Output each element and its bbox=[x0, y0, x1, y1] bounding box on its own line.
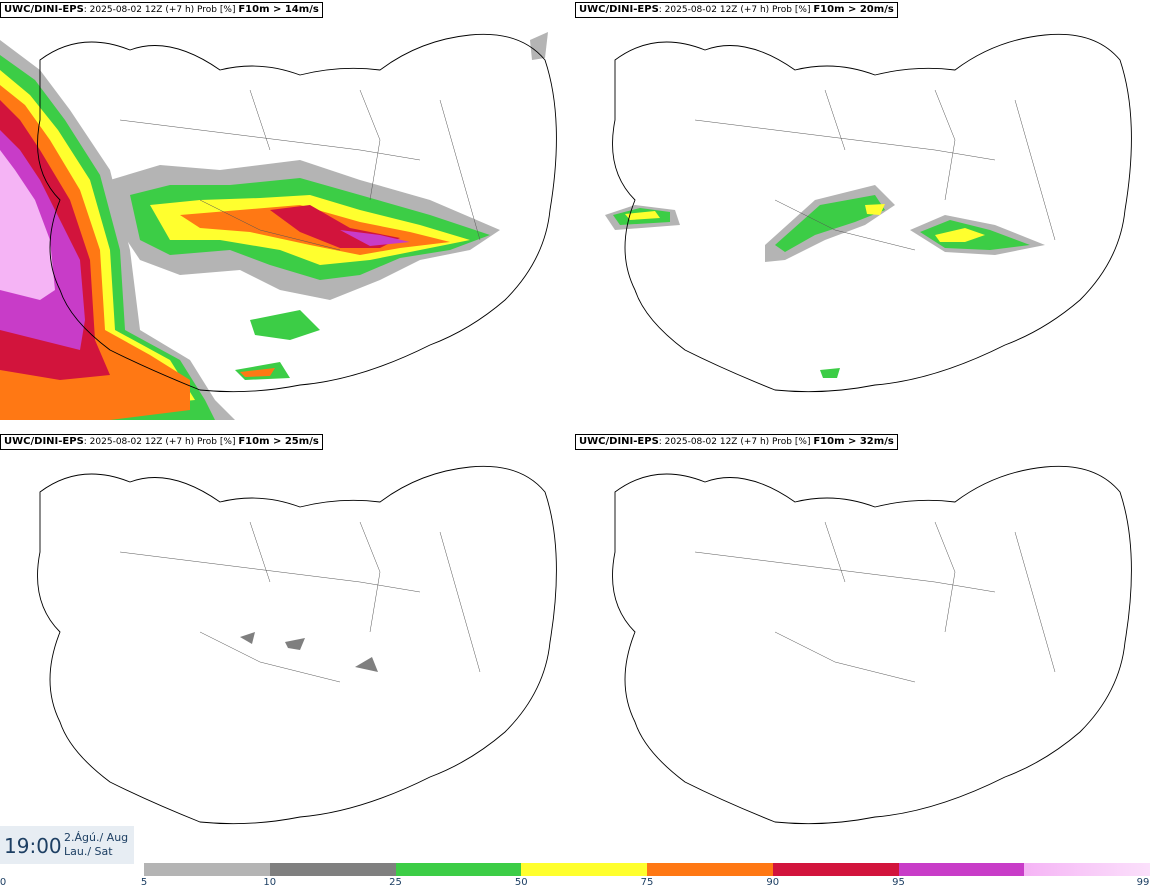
valid-time-box: 19:00 2.Ágú./ Aug Lau./ Sat bbox=[0, 826, 134, 864]
probability-map bbox=[0, 32, 557, 420]
colorbar-tick-label: 99 bbox=[1136, 877, 1150, 888]
colorbar-segment bbox=[1024, 863, 1150, 876]
colorbar-tick-label: 0 bbox=[0, 877, 7, 888]
valid-date: 2.Ágú./ Aug Lau./ Sat bbox=[64, 831, 128, 859]
panel-header: UWC/DINI-EPS: 2025-08-02 12Z (+7 h) Prob… bbox=[0, 2, 323, 18]
colorbar-segment bbox=[898, 863, 1025, 876]
colorbar-segment bbox=[521, 863, 647, 876]
colorbar-segment bbox=[647, 863, 773, 876]
probability-map bbox=[37, 465, 557, 825]
colorbar-tick-label: 90 bbox=[766, 877, 780, 888]
colorbar-tick-label: 5 bbox=[140, 877, 148, 888]
panel-header: UWC/DINI-EPS: 2025-08-02 12Z (+7 h) Prob… bbox=[0, 434, 323, 450]
map-panel-32ms: UWC/DINI-EPS: 2025-08-02 12Z (+7 h) Prob… bbox=[575, 432, 1150, 862]
probability-map bbox=[605, 33, 1132, 393]
colorbar-segment bbox=[269, 863, 396, 876]
map-panel-20ms: UWC/DINI-EPS: 2025-08-02 12Z (+7 h) Prob… bbox=[575, 0, 1150, 430]
panel-header: UWC/DINI-EPS: 2025-08-02 12Z (+7 h) Prob… bbox=[575, 434, 898, 450]
probability-map bbox=[612, 465, 1132, 825]
date-line: 2.Ágú./ Aug bbox=[64, 831, 129, 844]
colorbar-tick-label: 10 bbox=[263, 877, 277, 888]
colorbar-tick-label: 25 bbox=[389, 877, 402, 888]
map-panel-14ms: UWC/DINI-EPS: 2025-08-02 12Z (+7 h) Prob… bbox=[0, 0, 575, 430]
colorbar-tick-label: 75 bbox=[640, 877, 654, 888]
colorbar-segment bbox=[772, 863, 899, 876]
colorbar-tick-label: 50 bbox=[514, 877, 528, 888]
day-line: Lau./ Sat bbox=[64, 845, 113, 858]
colorbar-segment bbox=[395, 863, 522, 876]
colorbar-ticks: 0 5 10 25 50 75 90 95 99 bbox=[0, 877, 1150, 891]
colorbar bbox=[144, 863, 1150, 876]
panel-header: UWC/DINI-EPS: 2025-08-02 12Z (+7 h) Prob… bbox=[575, 2, 898, 18]
colorbar-segment bbox=[144, 863, 270, 876]
colorbar-tick-label: 95 bbox=[892, 877, 905, 888]
valid-time: 19:00 bbox=[4, 834, 62, 858]
map-panel-25ms: UWC/DINI-EPS: 2025-08-02 12Z (+7 h) Prob… bbox=[0, 432, 575, 862]
